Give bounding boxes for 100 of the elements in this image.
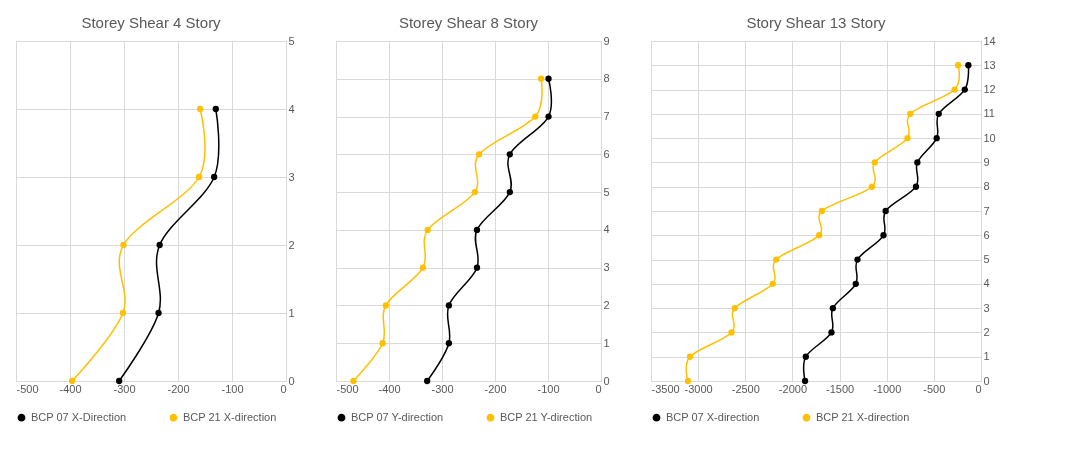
point	[115, 377, 123, 385]
y-tick-label: 1	[288, 306, 295, 319]
point	[854, 256, 861, 263]
y-tick-label: 11	[983, 107, 995, 120]
point	[880, 232, 887, 239]
point	[965, 62, 972, 69]
point	[155, 309, 162, 317]
point	[532, 113, 539, 120]
legend-label: BCP 21 X-direction	[816, 410, 910, 423]
y-tick-label: 13	[983, 58, 996, 71]
y-tick-label: 4	[983, 277, 990, 290]
point	[802, 353, 809, 360]
point	[852, 280, 859, 288]
y-tick-label: 9	[983, 155, 990, 168]
legend-label: BCP 07 Y-direction	[351, 410, 444, 423]
x-tick-label: -200	[484, 382, 507, 395]
x-tick-label: -500	[16, 382, 39, 395]
point	[829, 304, 837, 312]
point	[196, 105, 204, 113]
legend-label: BCP 21 Y-direction	[500, 410, 593, 423]
point	[506, 188, 513, 196]
point	[69, 377, 76, 385]
x-tick-label: -3500	[651, 382, 680, 395]
point	[954, 62, 962, 69]
point	[686, 353, 694, 360]
y-tick-label: 0	[983, 374, 990, 387]
legend-label: BCP 07 X-Direction	[31, 410, 127, 423]
point	[445, 340, 453, 347]
y-tick-label: 9	[603, 34, 610, 47]
y-tick-label: 0	[603, 374, 610, 387]
x-tick-label: -300	[113, 382, 136, 395]
point	[537, 75, 545, 82]
point	[424, 226, 431, 234]
point	[818, 207, 826, 215]
y-tick-label: 0	[288, 374, 295, 387]
point	[473, 264, 481, 271]
point	[871, 159, 878, 166]
y-tick-label: 10	[983, 131, 996, 144]
y-tick-label: 5	[603, 185, 610, 198]
point	[471, 188, 479, 196]
point	[816, 232, 823, 239]
y-tick-label: 3	[288, 170, 295, 183]
x-tick-label: -2500	[731, 382, 760, 395]
y-tick-label: 3	[983, 301, 990, 314]
x-tick-label: -2000	[778, 382, 807, 395]
x-tick-label: -500	[923, 382, 946, 395]
point	[935, 110, 942, 118]
x-tick-label: 0	[595, 382, 602, 395]
point	[828, 329, 835, 336]
point	[907, 110, 914, 118]
point	[195, 173, 203, 181]
point	[120, 241, 127, 249]
y-tick-label: 7	[983, 204, 990, 217]
point	[961, 86, 968, 93]
legend-label: BCP 07 X-direction	[666, 410, 760, 423]
point	[914, 159, 921, 166]
point	[350, 377, 357, 385]
y-tick-label: 4	[603, 223, 610, 236]
point	[119, 309, 127, 317]
y-tick-label: 2	[288, 238, 295, 251]
point	[769, 280, 776, 288]
x-tick-label: -1000	[873, 382, 902, 395]
y-tick-label: 3	[603, 261, 610, 274]
chart-title: Storey Shear 4 Story	[81, 14, 222, 31]
point	[212, 105, 219, 113]
point	[445, 302, 453, 309]
y-tick-label: 7	[603, 110, 610, 123]
x-tick-label: -300	[431, 382, 454, 395]
y-tick-label: 1	[983, 350, 990, 363]
point	[684, 377, 692, 385]
point	[882, 207, 889, 215]
x-tick-label: -100	[221, 382, 244, 395]
point	[728, 329, 735, 336]
chart-title: Storey Shear 8 Story	[398, 14, 539, 31]
point	[951, 86, 958, 93]
x-tick-label: -3000	[684, 382, 713, 395]
point	[156, 241, 163, 249]
y-tick-label: 8	[983, 180, 990, 193]
y-tick-label: 2	[983, 325, 990, 338]
x-tick-label: 0	[280, 382, 287, 395]
point	[379, 340, 386, 347]
y-tick-label: 14	[983, 34, 996, 47]
y-tick-label: 8	[603, 72, 610, 85]
x-tick-label: -200	[167, 382, 190, 395]
x-tick-label: -400	[59, 382, 82, 395]
y-tick-label: 12	[983, 83, 996, 96]
chart-title: Story Shear 13 Story	[746, 14, 887, 31]
point	[473, 226, 481, 234]
point	[868, 183, 876, 190]
y-tick-label: 5	[288, 34, 295, 47]
y-tick-label: 6	[983, 228, 990, 241]
point	[904, 134, 911, 142]
x-tick-label: -500	[336, 382, 359, 395]
x-tick-label: -100	[537, 382, 560, 395]
point	[545, 75, 552, 82]
x-tick-label: 0	[975, 382, 982, 395]
point	[773, 256, 780, 263]
x-tick-label: -1500	[826, 382, 855, 395]
point	[506, 151, 513, 158]
point	[475, 151, 483, 158]
